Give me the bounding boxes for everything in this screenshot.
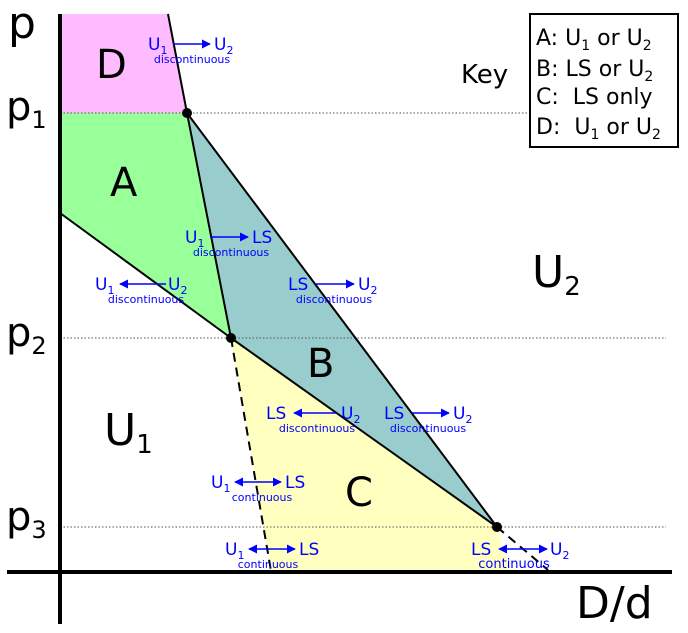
transition-left-phase: U1 bbox=[148, 35, 167, 57]
critical-point-p2 bbox=[226, 333, 236, 343]
transition-right-phase: U2 bbox=[168, 275, 187, 297]
key-row-c: C: LS only bbox=[536, 85, 653, 110]
boundary-a-u1 bbox=[59, 212, 232, 339]
transition-kind: discontinuous bbox=[296, 293, 373, 306]
transition-left-phase: U1 bbox=[95, 275, 114, 297]
transition-kind: continuous bbox=[238, 558, 299, 571]
region-label-a: A bbox=[110, 160, 138, 206]
tick-label-p3: p3 bbox=[6, 494, 47, 544]
transition-right-phase: LS bbox=[299, 540, 319, 560]
transition-left-phase: LS bbox=[384, 404, 404, 424]
tick-label-p1: p1 bbox=[6, 84, 47, 134]
transition-left-phase: U1 bbox=[185, 228, 204, 250]
transition-kind: continuous bbox=[478, 557, 550, 572]
transition-kind: discontinuous bbox=[193, 246, 270, 259]
transition-left-phase: LS bbox=[288, 275, 308, 295]
transition-right-phase: U2 bbox=[341, 404, 360, 426]
transition-right-phase: U2 bbox=[358, 275, 377, 297]
transition-right-phase: U2 bbox=[453, 404, 472, 426]
region-label-u1: U1 bbox=[104, 405, 153, 460]
transition-kind: discontinuous bbox=[390, 422, 467, 435]
transition-kind: continuous bbox=[232, 491, 293, 504]
region-label-d: D bbox=[96, 42, 127, 88]
key-title: Key bbox=[461, 60, 508, 90]
key: Key A: U1 or U2 B: LS or U2 C: LS only D… bbox=[461, 13, 679, 148]
transition-left-phase: U1 bbox=[225, 540, 244, 562]
y-axis-label: p bbox=[8, 0, 36, 49]
region-label-c: C bbox=[345, 470, 373, 516]
transition-right-phase: U2 bbox=[550, 540, 569, 562]
critical-point-p3 bbox=[492, 522, 502, 532]
transition-right-phase: LS bbox=[252, 228, 272, 248]
x-axis-label: D/d bbox=[576, 578, 653, 629]
key-row-d: D: U1 or U2 bbox=[536, 115, 661, 143]
transition-kind: discontinuous bbox=[108, 293, 185, 306]
region-d-fill bbox=[60, 14, 187, 113]
region-label-u2: U2 bbox=[532, 247, 581, 302]
region-label-b: B bbox=[307, 341, 334, 387]
critical-point-p1 bbox=[182, 108, 192, 118]
key-row-a: A: U1 or U2 bbox=[536, 26, 652, 54]
region-a-fill bbox=[60, 113, 231, 338]
key-box bbox=[529, 13, 679, 148]
boundary-d-a bbox=[167, 13, 188, 114]
boundary-a-b bbox=[186, 112, 232, 339]
transition-right-phase: U2 bbox=[214, 35, 233, 57]
tick-label-p2: p2 bbox=[6, 310, 47, 360]
boundary-u1-c-dashed bbox=[230, 337, 272, 572]
transition-kind: discontinuous bbox=[154, 53, 231, 66]
key-row-b: B: LS or U2 bbox=[536, 57, 653, 85]
region-c-fill bbox=[231, 338, 510, 571]
boundary-b-u2 bbox=[186, 112, 498, 528]
transition-kind: discontinuous bbox=[279, 422, 356, 435]
boundary-b-c bbox=[230, 337, 498, 528]
transition-left-phase: LS bbox=[266, 404, 286, 424]
transition-right-phase: LS bbox=[285, 473, 305, 493]
transition-left-phase: U1 bbox=[211, 473, 230, 495]
transition-left-phase: LS bbox=[471, 540, 491, 560]
